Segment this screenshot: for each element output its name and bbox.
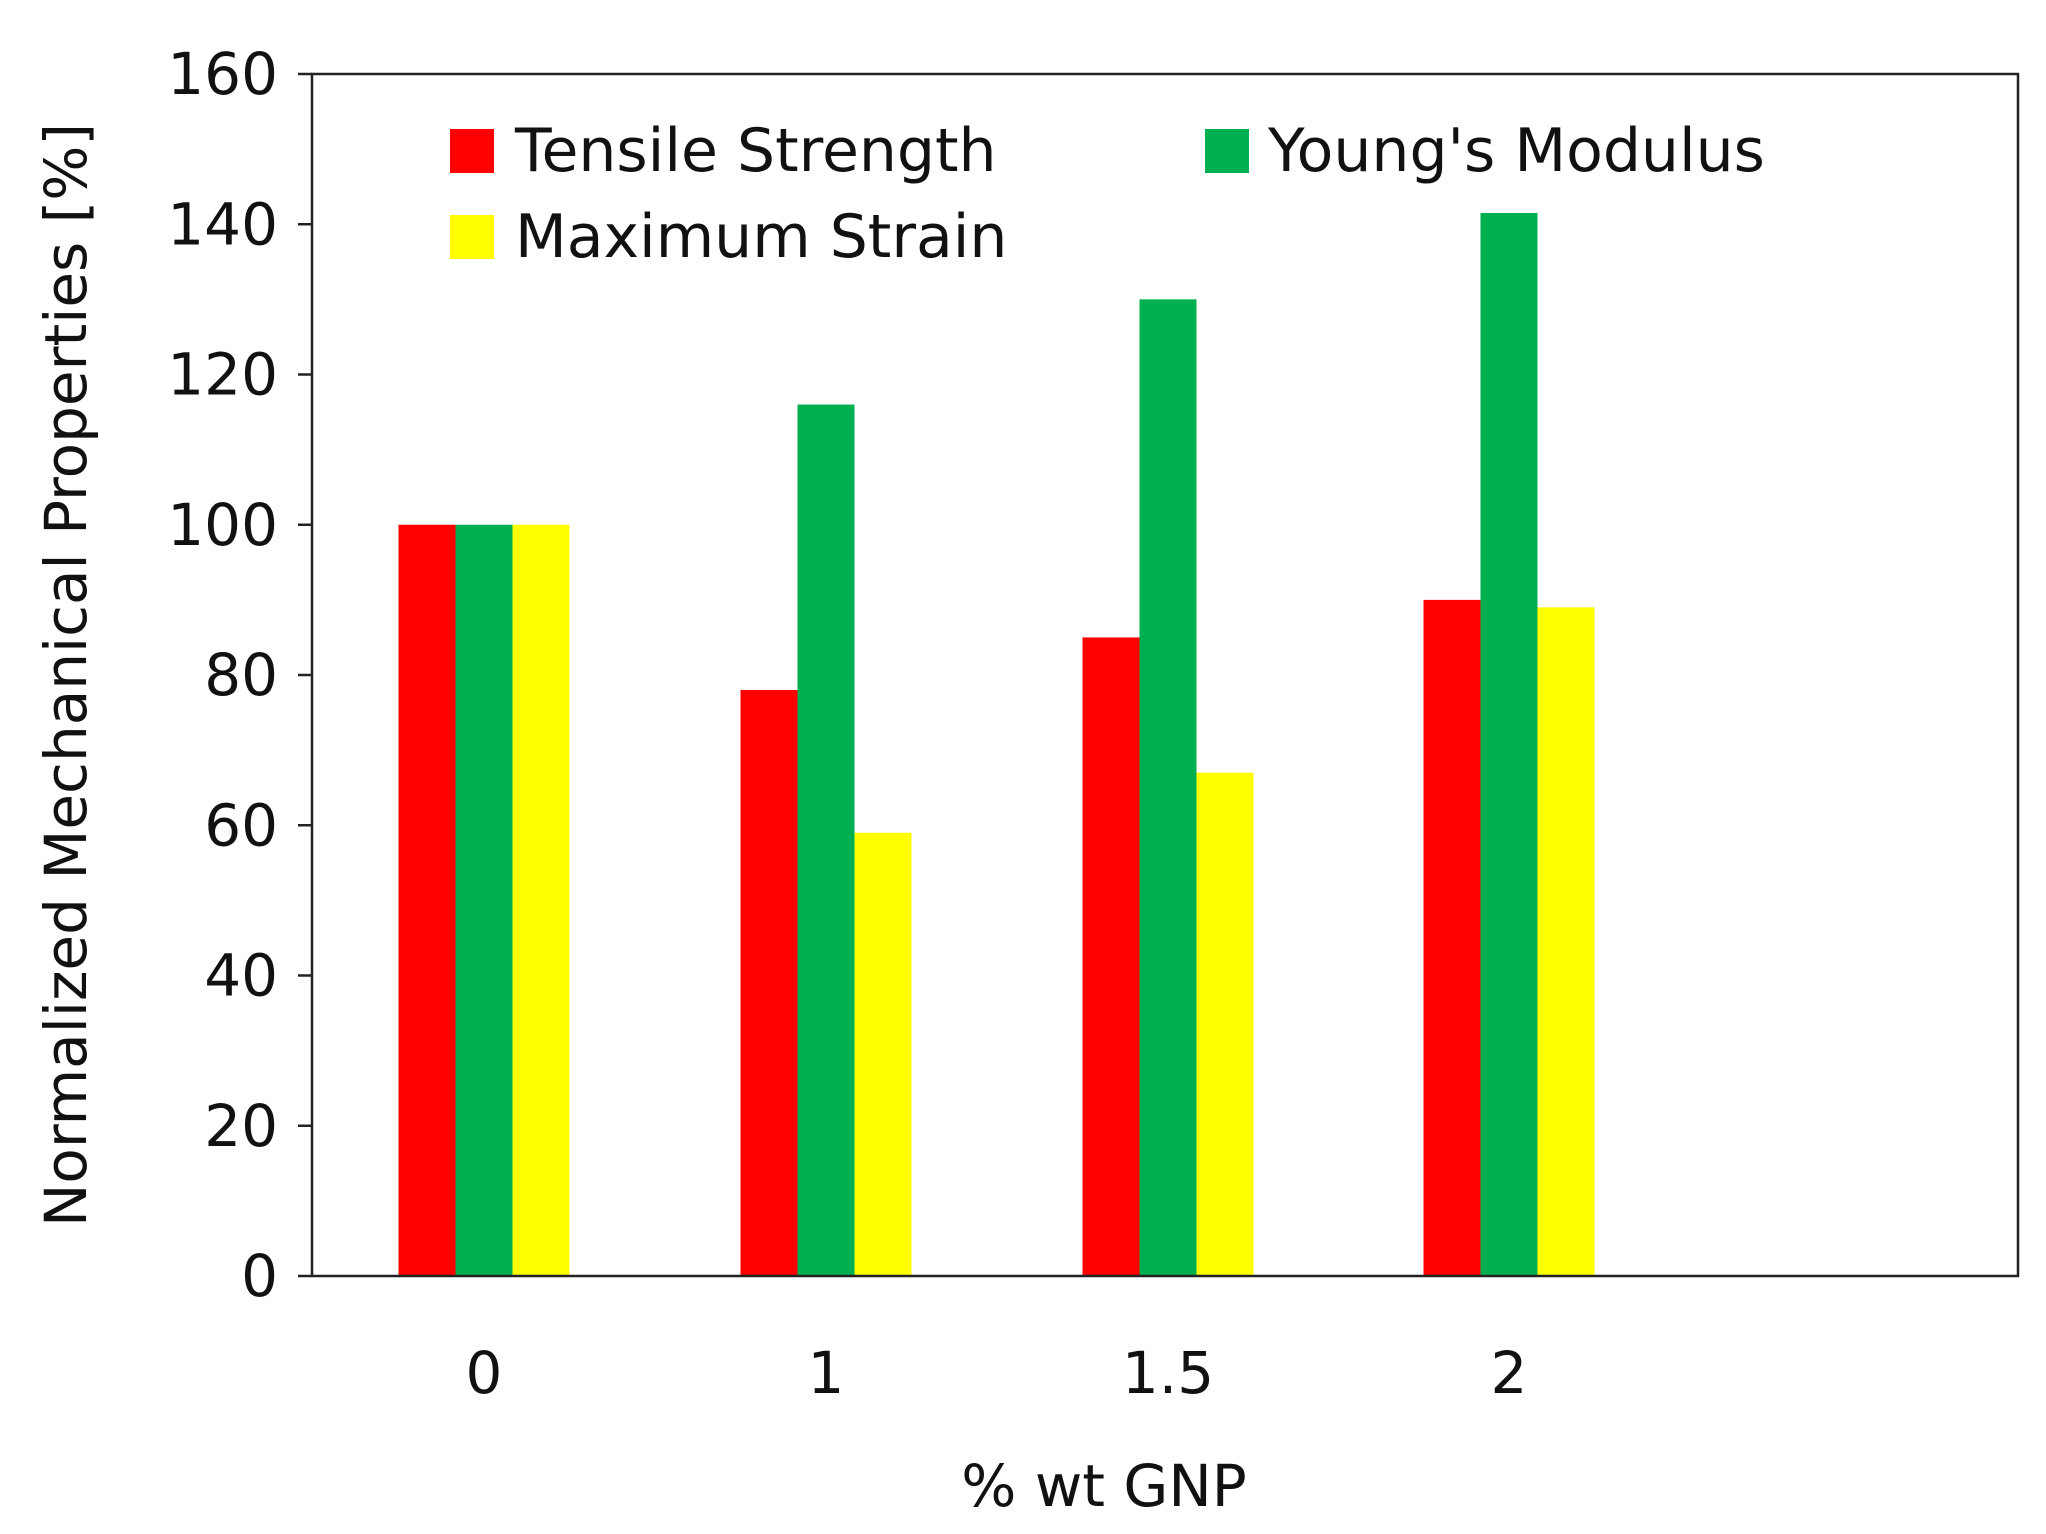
bar-tensile-strength-1_5	[1082, 637, 1140, 1276]
bar-young-s-modulus-1	[797, 404, 855, 1276]
bar-maximum-strain-1_5	[1196, 772, 1254, 1276]
legend-label: Tensile Strength	[514, 116, 997, 186]
y-tick-label: 140	[167, 190, 278, 258]
bar-young-s-modulus-1_5	[1139, 299, 1197, 1276]
x-axis-ticks: 0 1 1.5 2	[466, 1339, 1528, 1407]
bar-maximum-strain-1	[854, 832, 912, 1276]
y-tick-label: 160	[167, 40, 278, 108]
y-axis-title: Normalized Mechanical Properties [%]	[32, 123, 100, 1227]
legend-swatch	[450, 215, 494, 259]
bars-layer	[398, 212, 1595, 1277]
legend-swatch	[1205, 129, 1249, 173]
legend-label: Maximum Strain	[515, 202, 1007, 272]
bar-young-s-modulus-2	[1480, 212, 1538, 1277]
bar-tensile-strength-1	[740, 690, 798, 1276]
legend-swatch	[450, 129, 494, 173]
bar-young-s-modulus-0	[455, 524, 513, 1276]
y-tick-label: 100	[167, 491, 278, 559]
bar-maximum-strain-0	[512, 524, 570, 1276]
x-tick-label: 2	[1491, 1339, 1528, 1407]
legend: Tensile Strength Young's Modulus Maximum S…	[450, 116, 1765, 272]
x-tick-label: 0	[466, 1339, 503, 1407]
bar-tensile-strength-0	[398, 524, 456, 1276]
y-axis-ticks: 0 20 40 60 80 100 120 140 160	[167, 40, 312, 1310]
bar-maximum-strain-2	[1537, 607, 1595, 1276]
x-tick-label: 1	[808, 1339, 845, 1407]
y-tick-label: 80	[204, 641, 278, 709]
legend-label: Young's Modulus	[1267, 116, 1765, 186]
y-tick-label: 0	[241, 1242, 278, 1310]
bar-tensile-strength-2	[1423, 599, 1481, 1276]
y-tick-label: 60	[204, 791, 278, 859]
x-axis-title: % wt GNP	[961, 1452, 1246, 1520]
y-tick-label: 120	[167, 341, 278, 409]
y-tick-label: 40	[204, 942, 278, 1010]
y-tick-label: 20	[204, 1092, 278, 1160]
x-tick-label: 1.5	[1122, 1339, 1214, 1407]
